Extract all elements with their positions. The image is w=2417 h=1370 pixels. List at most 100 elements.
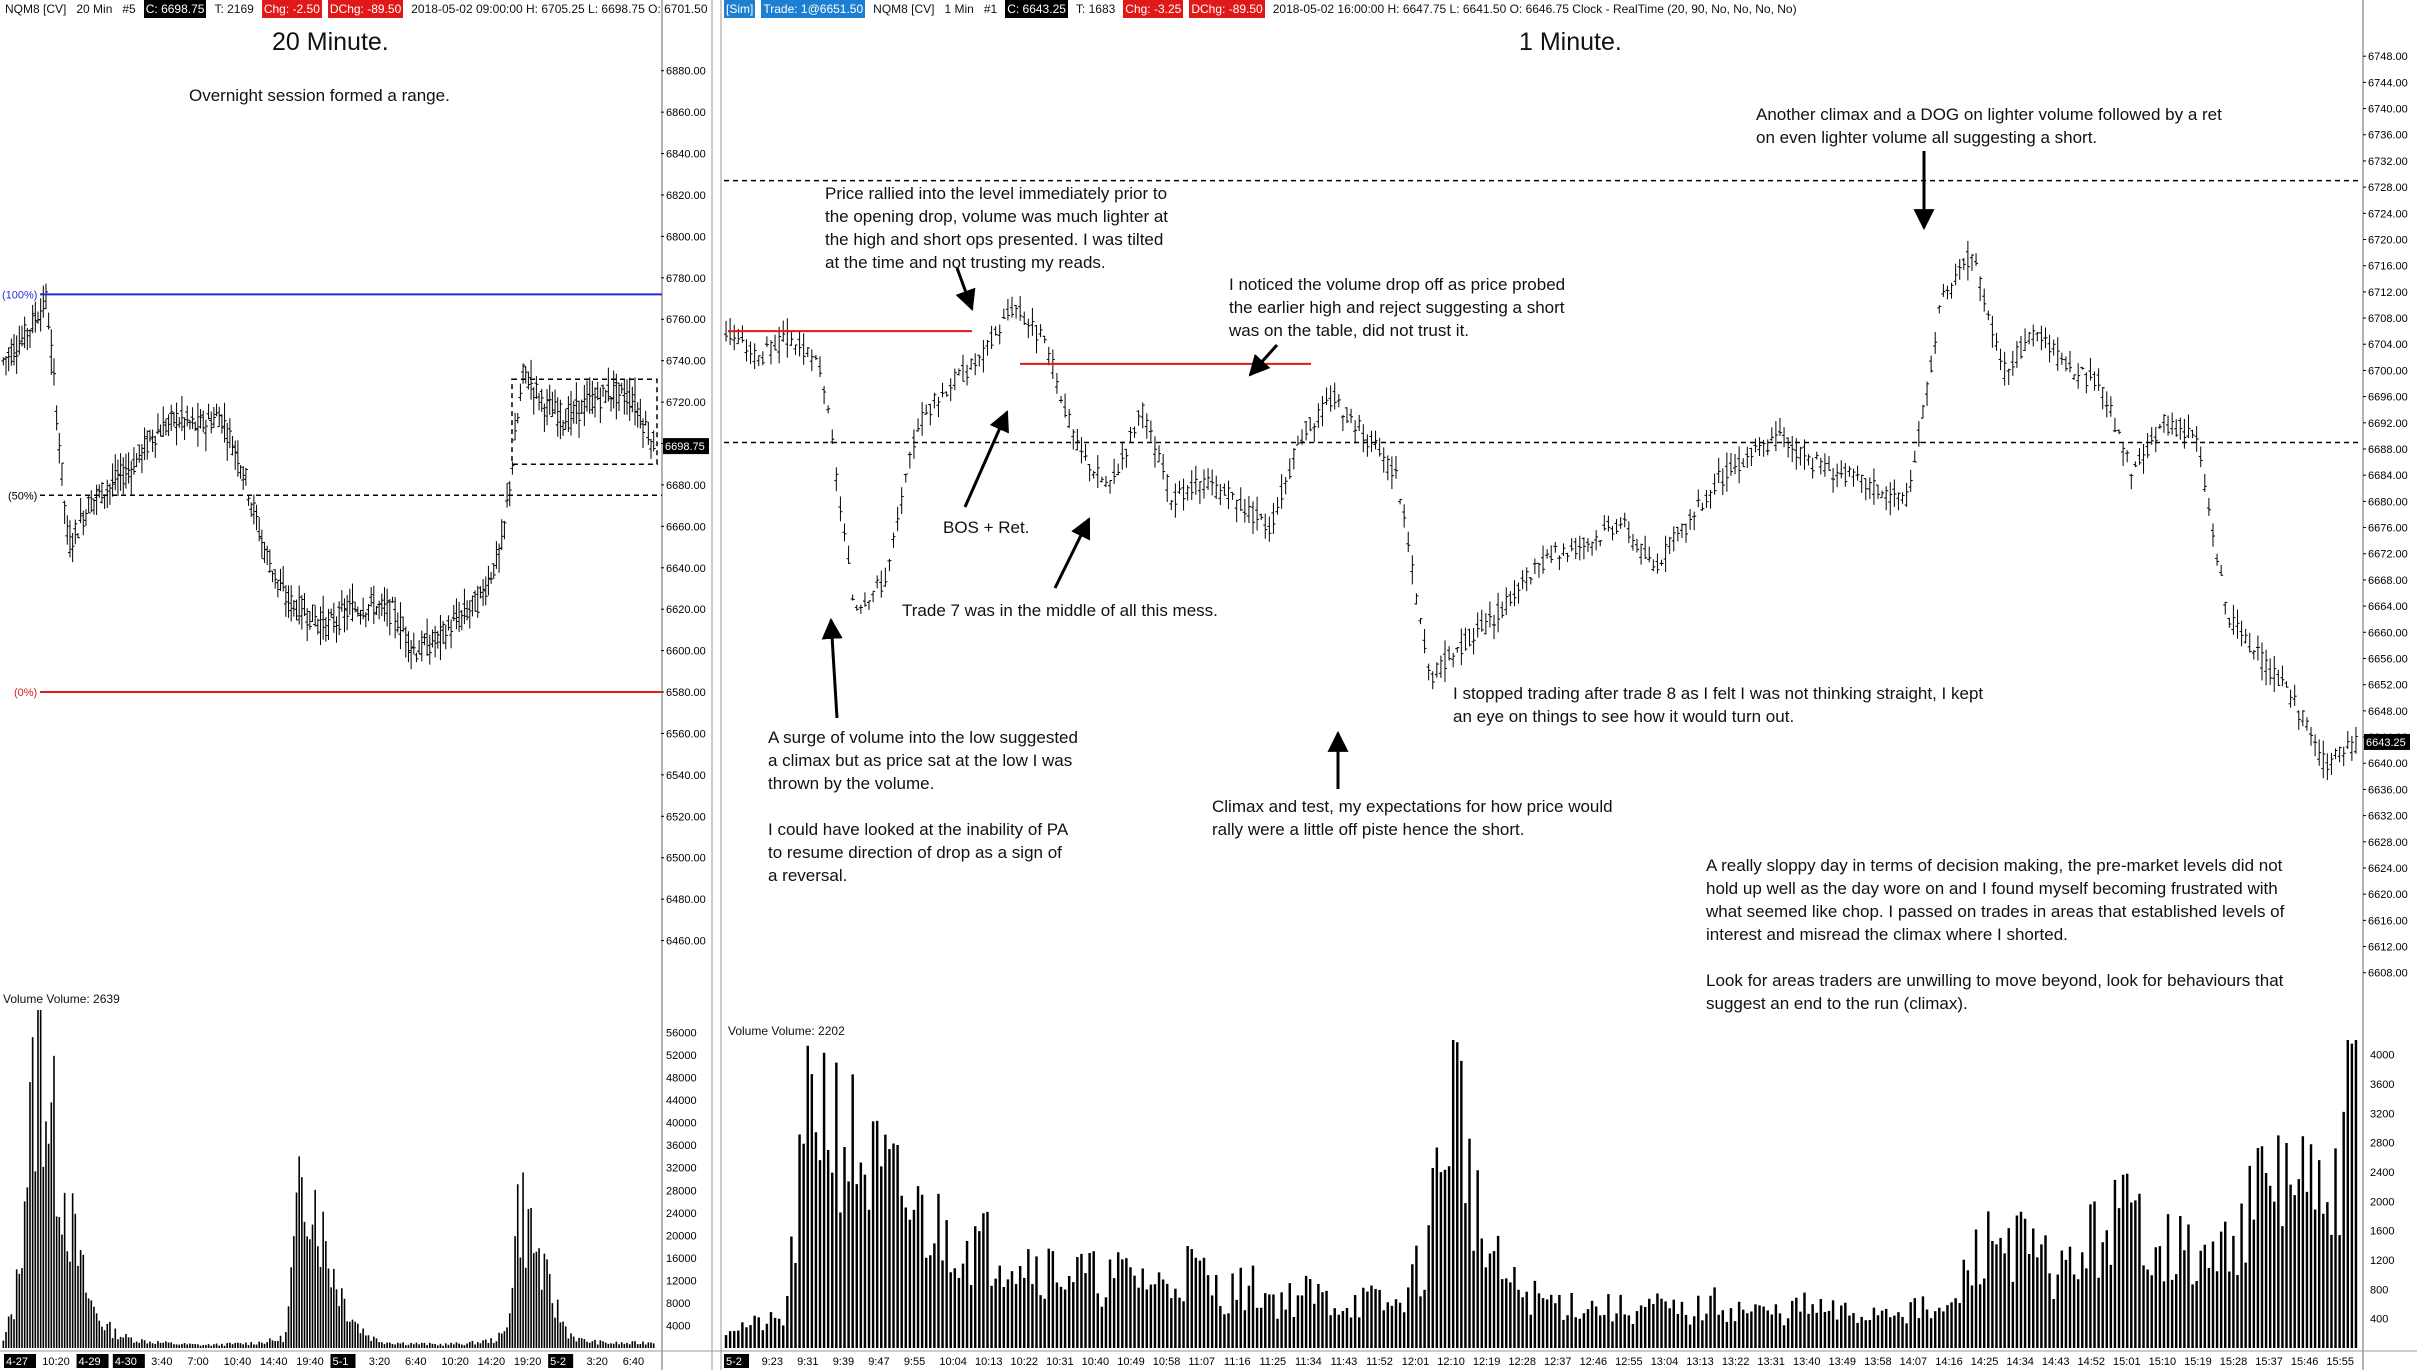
annotation-climax-dog: Another climax and a DOG on lighter volu… <box>1756 105 2222 147</box>
left-volume-tick: 40000 <box>666 1118 697 1130</box>
right-time-tick: 14:34 <box>2006 1356 2034 1368</box>
right-time-tick: 15:01 <box>2113 1356 2141 1368</box>
left-time-tick: 3:20 <box>369 1356 390 1368</box>
right-price-tick: 6688.00 <box>2368 444 2408 456</box>
right-time-tick: 10:40 <box>1082 1356 1110 1368</box>
right-time-tick: 14:25 <box>1971 1356 1999 1368</box>
right-time-tick: 10:22 <box>1011 1356 1039 1368</box>
right-time-tick: 9:31 <box>797 1356 818 1368</box>
left-price-tick: 6760.00 <box>666 314 706 326</box>
right-price-tick: 6668.00 <box>2368 575 2408 587</box>
right-time-tick: 13:58 <box>1864 1356 1892 1368</box>
right-price-tick: 6732.00 <box>2368 156 2408 168</box>
fib-100-label: (100%) <box>2 289 37 301</box>
left-volume-tick: 44000 <box>666 1095 697 1107</box>
right-time-tick: 15:55 <box>2326 1356 2354 1368</box>
arrow-surge <box>821 617 843 719</box>
left-volume-label: Volume Volume: 2639 <box>3 992 120 1006</box>
right-time-tick: 14:52 <box>2077 1356 2105 1368</box>
right-price-tick: 6676.00 <box>2368 523 2408 535</box>
right-price-tick: 6744.00 <box>2368 77 2408 89</box>
left-price-tick: 6780.00 <box>666 273 706 285</box>
overnight-range-box <box>511 378 658 465</box>
right-time-tick: 11:34 <box>1295 1356 1322 1368</box>
arrow-trade7 <box>1053 517 1091 589</box>
right-time-tick: 9:23 <box>762 1356 783 1368</box>
annotation-bos: BOS + Ret. <box>943 518 1030 537</box>
left-price-tick: 6880.00 <box>666 66 706 78</box>
left-last-price-tag: 6698.75 <box>665 441 705 453</box>
right-volume-tick: 1600 <box>2370 1226 2394 1238</box>
left-price-tick: 6520.00 <box>666 811 706 823</box>
trade-badge[interactable]: Trade: 1@6651.50 <box>761 0 866 18</box>
right-last-price-tag-bg <box>2364 733 2410 750</box>
right-price-tick: 6620.00 <box>2368 889 2408 901</box>
right-volume-tick: 3600 <box>2370 1079 2394 1091</box>
annotation-trade7: Trade 7 was in the middle of all this me… <box>902 601 1218 620</box>
left-price-tick: 6580.00 <box>666 687 706 699</box>
right-price-tick: 6636.00 <box>2368 784 2408 796</box>
right-time-tick: 15:37 <box>2255 1356 2283 1368</box>
right-price-tick: 6664.00 <box>2368 601 2408 613</box>
right-volume-tick: 1200 <box>2370 1255 2394 1267</box>
right-dchg-badge: DChg: -89.50 <box>1189 0 1265 18</box>
right-time-tick: 10:31 <box>1046 1356 1074 1368</box>
right-price-tick: 6748.00 <box>2368 51 2408 63</box>
right-volume-tick: 2000 <box>2370 1196 2394 1208</box>
left-dchg-badge: DChg: -89.50 <box>327 0 404 18</box>
right-volume-tick: 2400 <box>2370 1167 2394 1179</box>
right-time-tick: 15:10 <box>2149 1356 2177 1368</box>
right-chg-badge: Chg: -3.25 <box>1123 0 1184 18</box>
right-time-tick: 13:40 <box>1793 1356 1821 1368</box>
left-price-tick: 6480.00 <box>666 894 706 906</box>
left-price-tick: 6500.00 <box>666 853 706 865</box>
left-price-tick: 6660.00 <box>666 521 706 533</box>
right-time-tick: 15:19 <box>2184 1356 2212 1368</box>
left-time-tick: 14:20 <box>478 1356 506 1368</box>
right-price-tick: 6616.00 <box>2368 915 2408 927</box>
left-symbol: NQM8 [CV] <box>5 2 67 16</box>
left-time-tick: 10:40 <box>224 1356 252 1368</box>
annotation-rally: Price rallied into the level immediately… <box>825 184 1169 272</box>
left-bar-info: 2018-05-02 09:00:00 H: 6705.25 L: 6698.7… <box>411 2 708 16</box>
arrow-rally <box>955 267 976 311</box>
left-price-tick: 6560.00 <box>666 728 706 740</box>
right-price-tick: 6720.00 <box>2368 234 2408 246</box>
right-time-tick: 14:16 <box>1935 1356 1963 1368</box>
left-time-tick: 19:20 <box>514 1356 542 1368</box>
left-time-tick: 10:20 <box>441 1356 469 1368</box>
left-price-tick: 6800.00 <box>666 231 706 243</box>
left-time-tick: 5-2 <box>550 1356 566 1368</box>
left-volume-tick: 28000 <box>666 1185 697 1197</box>
left-last-price-tag-bg <box>663 438 709 455</box>
right-time-tick: 11:07 <box>1188 1356 1215 1368</box>
left-time-tick: 4-30 <box>115 1356 137 1368</box>
right-chart-header: [Sim] Trade: 1@6651.50 NQM8 [CV] 1 Min #… <box>724 0 1799 18</box>
right-price-tick: 6608.00 <box>2368 968 2408 980</box>
sim-badge[interactable]: [Sim] <box>724 0 756 18</box>
left-chart-id: #5 <box>122 2 136 16</box>
left-chart-header: NQM8 [CV] 20 Min #5 C: 6698.75 T: 2169 C… <box>3 0 710 18</box>
right-time-tick: 13:04 <box>1651 1356 1679 1368</box>
annotation-surge: A surge of volume into the low suggested… <box>768 728 1078 885</box>
right-volume-tick: 2800 <box>2370 1138 2394 1150</box>
left-price-tick: 6460.00 <box>666 936 706 948</box>
left-time-tick: 4-27 <box>6 1356 28 1368</box>
left-price-tick: 6840.00 <box>666 149 706 161</box>
right-time-tick: 11:52 <box>1366 1356 1393 1368</box>
right-time-tick: 15:28 <box>2220 1356 2248 1368</box>
right-price-tick: 6684.00 <box>2368 470 2408 482</box>
left-chart-title: 20 Minute. <box>272 28 389 56</box>
right-price-tick: 6680.00 <box>2368 496 2408 508</box>
left-volume-tick: 12000 <box>666 1275 697 1287</box>
fib-0-label: (0%) <box>14 687 37 699</box>
right-price-tick: 6708.00 <box>2368 313 2408 325</box>
right-price-tick: 6652.00 <box>2368 680 2408 692</box>
right-time-tick: 12:10 <box>1437 1356 1465 1368</box>
left-volume-tick: 36000 <box>666 1140 697 1152</box>
right-time-tick: 5-2 <box>726 1356 742 1368</box>
right-volume-tick: 400 <box>2370 1314 2388 1326</box>
right-interval: 1 Min <box>944 2 974 16</box>
overnight-note: Overnight session formed a range. <box>189 86 450 105</box>
